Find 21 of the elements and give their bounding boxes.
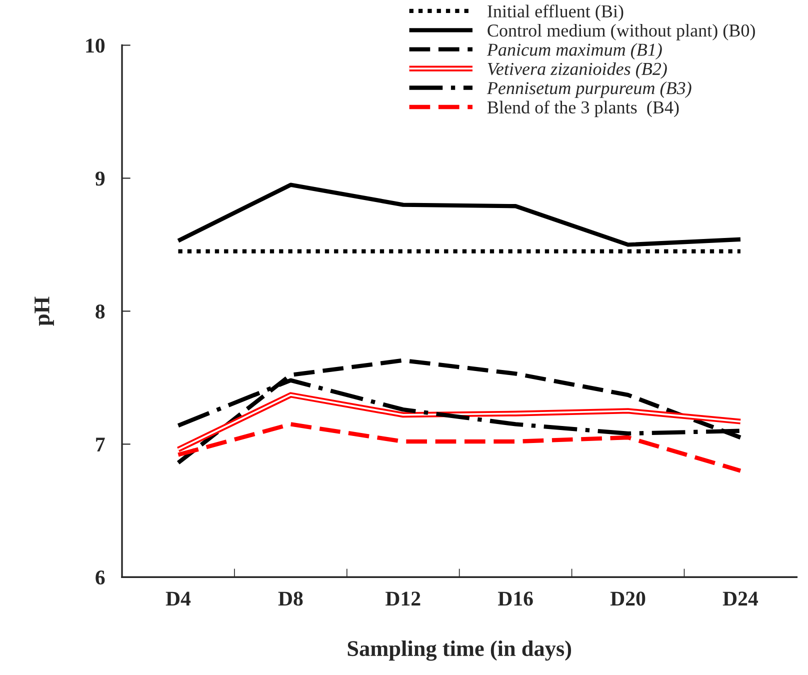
y-tick-label: 10 [86, 38, 105, 53]
legend-label: Initial effluent (Bi) [488, 4, 624, 22]
x-tick-label: D24 [722, 592, 758, 606]
x-tick-label: D8 [278, 592, 303, 606]
legend-label: Blend of the 3 plants (B4) [487, 100, 679, 118]
y-tick-label: 8 [96, 304, 105, 319]
x-tick-label: D20 [610, 592, 646, 606]
y-tick-label: 9 [95, 172, 105, 186]
line-series [176, 358, 743, 465]
x-tick-label: D16 [498, 592, 533, 606]
legend-label: Panicum maximum (B1) [486, 43, 662, 60]
legend-label: Control medium (without plant) (B0) [488, 24, 755, 40]
line-series [176, 182, 743, 247]
y-tick-label: 7 [96, 438, 105, 452]
x-tick-label: D12 [386, 592, 420, 606]
y-axis-title: pH [34, 296, 54, 326]
legend-label: Pennisetum purpureum (B3) [486, 82, 692, 98]
y-tick-label: 6 [96, 570, 105, 585]
legend-label: Vetivera zizanioides (B2) [488, 62, 667, 79]
x-tick-label: D4 [166, 592, 191, 606]
x-axis-title: Sampling time (in days) [348, 640, 572, 661]
